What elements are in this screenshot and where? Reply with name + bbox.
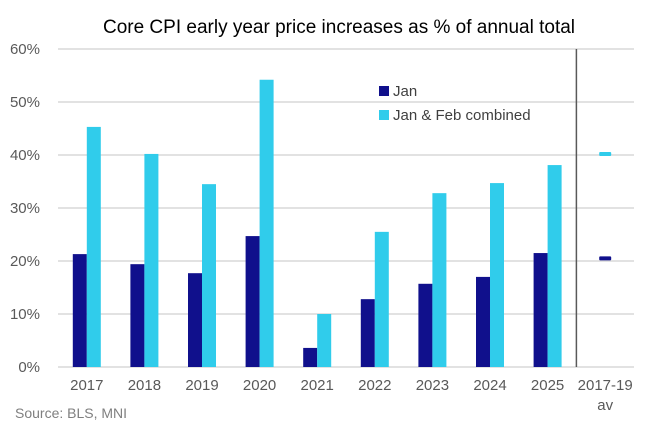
x-tick-label-average: 2017-19 bbox=[578, 377, 633, 394]
bar-jan-2020 bbox=[245, 236, 260, 367]
y-tick-label: 30% bbox=[10, 200, 40, 217]
legend-swatch-jan-feb bbox=[379, 110, 389, 120]
bar-jan-feb-2021 bbox=[317, 314, 332, 367]
bars bbox=[72, 79, 562, 368]
bar-jan-2022 bbox=[360, 299, 375, 367]
average-marker-jan bbox=[599, 256, 612, 261]
bar-jan-feb-2024 bbox=[490, 183, 504, 367]
bar-jan-2024 bbox=[476, 276, 490, 367]
y-tick-label: 0% bbox=[18, 359, 40, 376]
bar-jan-2019 bbox=[188, 273, 202, 367]
x-tick-label: 2021 bbox=[301, 377, 334, 394]
y-tick-label: 60% bbox=[10, 41, 40, 58]
chart-title: Core CPI early year price increases as %… bbox=[103, 17, 575, 38]
legend-swatch-jan bbox=[379, 86, 389, 96]
x-tick-label: 2020 bbox=[243, 377, 276, 394]
bar-jan-feb-2019 bbox=[202, 184, 216, 367]
bar-jan-2025 bbox=[533, 253, 548, 367]
legend: Jan Jan & Feb combined bbox=[379, 83, 531, 124]
x-tick-label: 2017 bbox=[70, 377, 103, 394]
bar-jan-2017 bbox=[72, 254, 87, 367]
y-tick-label: 10% bbox=[10, 306, 40, 323]
legend-label-jan: Jan bbox=[393, 83, 417, 100]
x-tick-label: 2025 bbox=[531, 377, 564, 394]
x-tick-label: 2019 bbox=[185, 377, 218, 394]
x-tick-label: 2018 bbox=[128, 377, 161, 394]
bar-jan-feb-2017 bbox=[86, 126, 101, 367]
bar-jan-feb-2018 bbox=[144, 153, 159, 367]
bar-jan-feb-2025 bbox=[547, 165, 562, 367]
bar-jan-feb-2023 bbox=[432, 193, 447, 367]
bar-jan-2021 bbox=[303, 347, 318, 367]
x-tick-label-average-suffix: av bbox=[597, 397, 613, 414]
y-tick-label: 20% bbox=[10, 253, 40, 270]
x-tick-label: 2022 bbox=[358, 377, 391, 394]
legend-label-jan-feb: Jan & Feb combined bbox=[393, 107, 531, 124]
bar-jan-2023 bbox=[418, 283, 433, 367]
bar-jan-feb-2020 bbox=[259, 79, 274, 368]
source-note: Source: BLS, MNI bbox=[15, 405, 127, 421]
average-markers bbox=[599, 151, 612, 261]
x-axis-ticks: 2017 2018 2019 2020 2021 2022 2023 2024 2025 2017… bbox=[70, 377, 633, 414]
average-marker-jan-feb bbox=[599, 151, 612, 156]
bar-jan-2018 bbox=[130, 264, 145, 367]
x-tick-label: 2024 bbox=[473, 377, 506, 394]
x-tick-label: 2023 bbox=[416, 377, 449, 394]
bar-jan-feb-2022 bbox=[374, 231, 389, 367]
y-tick-label: 50% bbox=[10, 94, 40, 111]
y-tick-label: 40% bbox=[10, 147, 40, 164]
y-axis-ticks: 0% 10% 20% 30% 40% 50% 60% bbox=[10, 41, 40, 376]
